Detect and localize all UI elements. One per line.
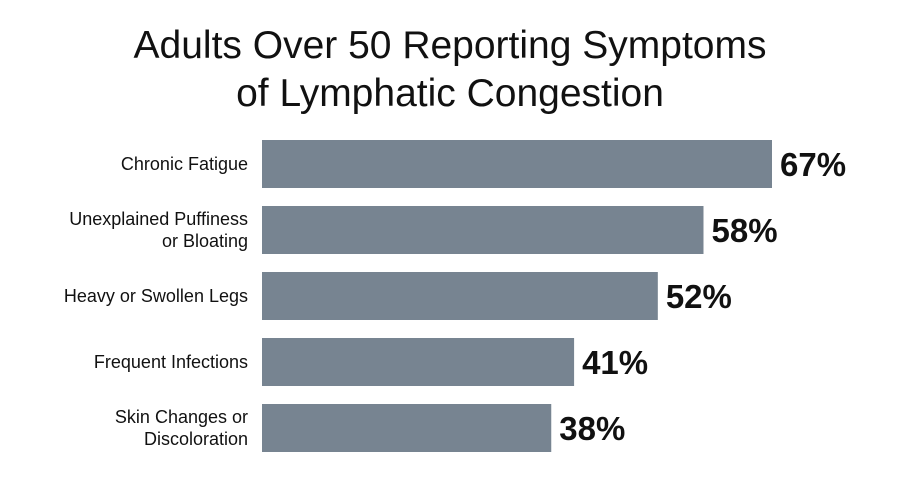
bar-5 — [262, 404, 552, 452]
category-label-1: Chronic Fatigue — [121, 154, 248, 174]
value-label-1: 67% — [780, 146, 846, 183]
value-label-3: 52% — [666, 278, 732, 315]
value-label-5: 38% — [559, 410, 625, 447]
category-label-1-line-1: Chronic Fatigue — [121, 154, 248, 174]
value-label-2: 58% — [711, 212, 777, 249]
category-label-2-line-1: Unexplained Puffiness — [69, 209, 248, 229]
category-label-3: Heavy or Swollen Legs — [64, 286, 248, 306]
category-label-4-line-1: Frequent Infections — [94, 352, 248, 372]
category-label-5-line-2: Discoloration — [144, 429, 248, 449]
category-label-2-line-2: or Bloating — [162, 231, 248, 251]
bar-2 — [262, 206, 704, 254]
bar-1 — [262, 140, 772, 188]
category-label-4: Frequent Infections — [94, 352, 248, 372]
category-label-5-line-1: Skin Changes or — [115, 407, 248, 427]
category-label-5: Skin Changes or Discoloration — [115, 407, 248, 449]
chart-title: Adults Over 50 Reporting Symptoms of Lym… — [0, 22, 900, 118]
chart-title-line-1: Adults Over 50 Reporting Symptoms — [133, 24, 767, 67]
category-label-3-line-1: Heavy or Swollen Legs — [64, 286, 248, 306]
bar-3 — [262, 272, 658, 320]
bar-4 — [262, 338, 575, 386]
chart-title-line-2: of Lymphatic Congestion — [236, 72, 664, 115]
value-label-4: 41% — [582, 344, 648, 381]
category-label-2: Unexplained Puffiness or Bloating — [69, 209, 248, 251]
